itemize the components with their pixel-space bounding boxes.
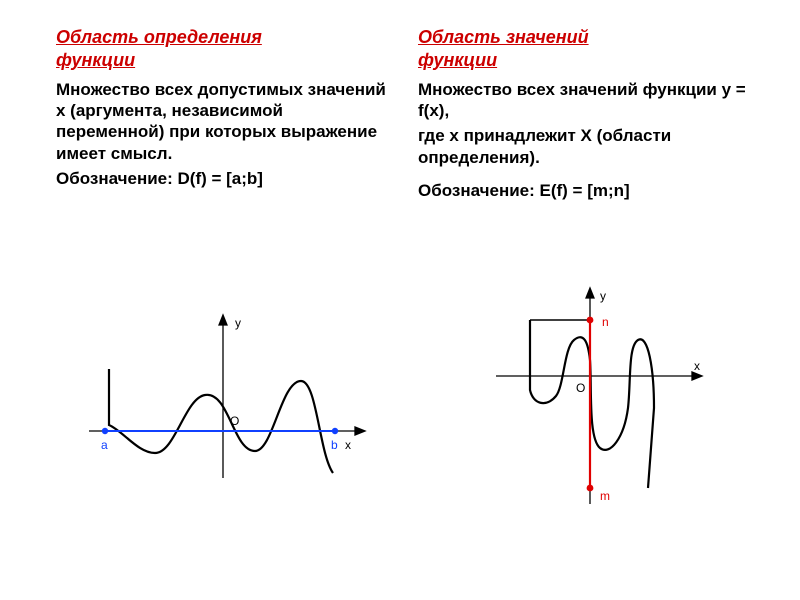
left-title: Область определения функции bbox=[56, 26, 390, 73]
endpoint-n-dot bbox=[586, 316, 593, 323]
left-body: Множество всех допустимых значений х (ар… bbox=[56, 79, 390, 189]
endpoint-b-dot bbox=[331, 427, 337, 433]
right-body: Множество всех значений функции y = f(x)… bbox=[418, 79, 752, 201]
right-column: Область значений функции Множество всех … bbox=[418, 26, 752, 205]
axes bbox=[89, 315, 365, 478]
text-row: Область определения функции Множество вс… bbox=[0, 0, 800, 215]
right-title-line1: Область значений bbox=[418, 27, 589, 47]
label-x-2: x bbox=[694, 359, 700, 373]
right-title-line2: функции bbox=[418, 50, 497, 70]
curve bbox=[109, 369, 333, 473]
axes-2 bbox=[496, 288, 702, 504]
range-graph-svg: y x O n m bbox=[478, 278, 718, 518]
label-m: m bbox=[600, 489, 610, 503]
label-O-2: O bbox=[576, 381, 585, 395]
left-notation: Обозначение: D(f) = [a;b] bbox=[56, 168, 390, 189]
label-x: x bbox=[345, 438, 351, 452]
curve-2 bbox=[530, 320, 654, 488]
graphs-row: y O a b x bbox=[0, 215, 800, 600]
right-notation: Обозначение: E(f) = [m;n] bbox=[418, 180, 752, 201]
left-column: Область определения функции Множество вс… bbox=[56, 26, 390, 205]
label-a: a bbox=[101, 438, 108, 452]
label-b: b bbox=[331, 438, 338, 452]
slide: Область определения функции Множество вс… bbox=[0, 0, 800, 600]
label-y: y bbox=[235, 316, 241, 330]
left-title-line1: Область определения bbox=[56, 27, 262, 47]
label-n: n bbox=[602, 315, 609, 329]
endpoint-m-dot bbox=[586, 484, 593, 491]
range-graph: y x O n m bbox=[478, 278, 718, 518]
left-para1: Множество всех допустимых значений х (ар… bbox=[56, 79, 390, 164]
label-O: O bbox=[230, 414, 239, 428]
right-para2: где х принадлежит Х (области определения… bbox=[418, 125, 752, 168]
right-title: Область значений функции bbox=[418, 26, 752, 73]
domain-graph: y O a b x bbox=[83, 303, 373, 493]
label-y-2: y bbox=[600, 289, 606, 303]
left-title-line2: функции bbox=[56, 50, 135, 70]
right-para1: Множество всех значений функции y = f(x)… bbox=[418, 79, 752, 122]
domain-graph-svg: y O a b x bbox=[83, 303, 373, 493]
endpoint-a-dot bbox=[101, 427, 107, 433]
